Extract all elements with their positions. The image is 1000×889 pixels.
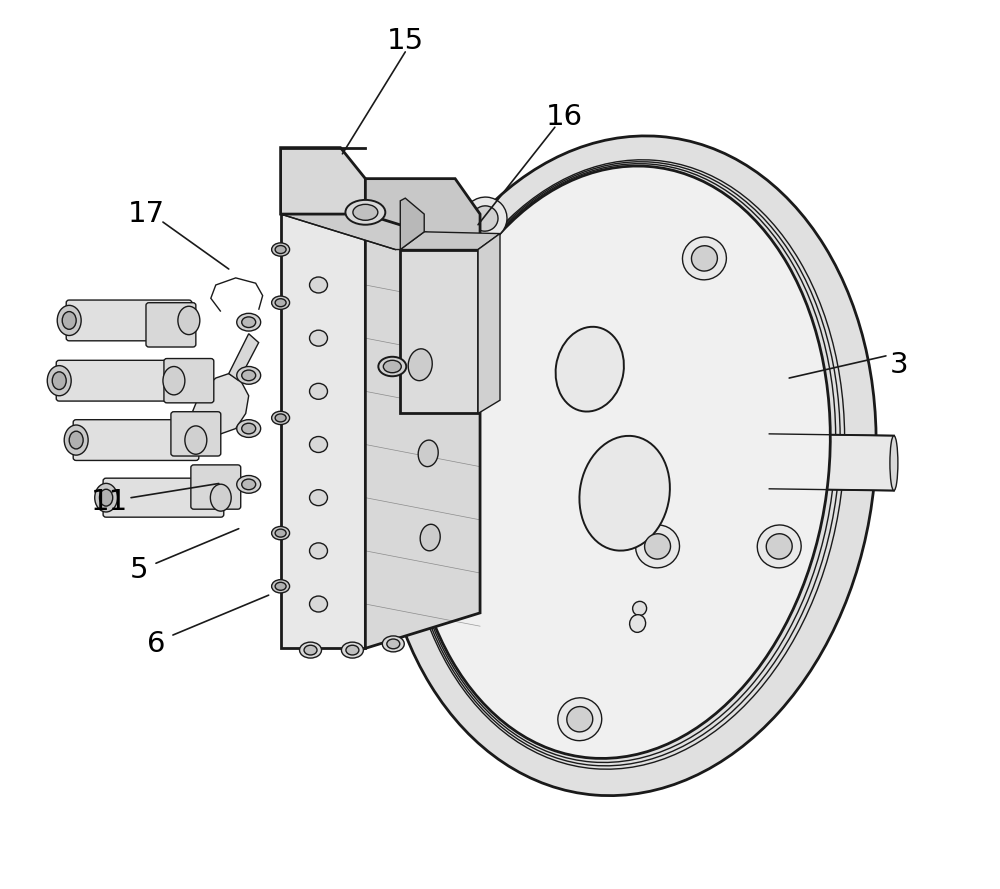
- Ellipse shape: [387, 639, 400, 649]
- Ellipse shape: [242, 370, 256, 380]
- Ellipse shape: [383, 360, 401, 372]
- Ellipse shape: [567, 707, 593, 732]
- Text: 11: 11: [90, 488, 128, 517]
- Polygon shape: [281, 148, 365, 214]
- Polygon shape: [229, 333, 259, 380]
- Ellipse shape: [691, 245, 717, 271]
- Ellipse shape: [766, 533, 792, 559]
- Ellipse shape: [346, 645, 359, 655]
- Polygon shape: [193, 373, 249, 434]
- Ellipse shape: [682, 237, 726, 280]
- Polygon shape: [400, 232, 500, 250]
- Text: 6: 6: [147, 630, 165, 658]
- Ellipse shape: [341, 642, 363, 658]
- Ellipse shape: [558, 698, 602, 741]
- FancyBboxPatch shape: [164, 358, 214, 403]
- Ellipse shape: [237, 476, 261, 493]
- Polygon shape: [281, 214, 365, 648]
- Circle shape: [310, 490, 327, 506]
- Circle shape: [310, 596, 327, 612]
- Ellipse shape: [345, 200, 385, 225]
- Circle shape: [310, 330, 327, 346]
- Ellipse shape: [645, 533, 671, 559]
- Ellipse shape: [69, 431, 83, 449]
- Text: 17: 17: [127, 200, 165, 228]
- Ellipse shape: [99, 489, 113, 506]
- Ellipse shape: [890, 436, 898, 491]
- Ellipse shape: [304, 645, 317, 655]
- Ellipse shape: [275, 529, 286, 537]
- Ellipse shape: [353, 204, 378, 220]
- Ellipse shape: [420, 525, 440, 551]
- Ellipse shape: [237, 313, 261, 331]
- Ellipse shape: [275, 582, 286, 590]
- Ellipse shape: [47, 365, 71, 396]
- Ellipse shape: [275, 299, 286, 307]
- Ellipse shape: [418, 440, 438, 467]
- FancyBboxPatch shape: [171, 412, 221, 456]
- Ellipse shape: [272, 243, 290, 256]
- Ellipse shape: [242, 423, 256, 434]
- Ellipse shape: [237, 366, 261, 384]
- Ellipse shape: [409, 166, 830, 758]
- Ellipse shape: [242, 316, 256, 327]
- Circle shape: [310, 436, 327, 453]
- Text: 16: 16: [546, 102, 583, 131]
- Circle shape: [310, 277, 327, 293]
- Ellipse shape: [379, 136, 876, 796]
- Text: 3: 3: [890, 351, 908, 379]
- Circle shape: [310, 383, 327, 399]
- Ellipse shape: [178, 306, 200, 334]
- Ellipse shape: [579, 436, 670, 550]
- FancyBboxPatch shape: [191, 465, 241, 509]
- Ellipse shape: [382, 636, 404, 652]
- Ellipse shape: [95, 484, 117, 512]
- Ellipse shape: [636, 525, 680, 568]
- Ellipse shape: [64, 425, 88, 455]
- Text: 15: 15: [387, 28, 424, 55]
- Ellipse shape: [275, 245, 286, 253]
- Polygon shape: [400, 198, 424, 250]
- Ellipse shape: [472, 206, 498, 231]
- Polygon shape: [478, 234, 500, 413]
- Ellipse shape: [556, 327, 624, 412]
- Ellipse shape: [408, 348, 432, 380]
- Ellipse shape: [57, 305, 81, 335]
- Polygon shape: [769, 434, 894, 491]
- Polygon shape: [400, 250, 478, 413]
- Text: 5: 5: [130, 557, 148, 584]
- Ellipse shape: [757, 525, 801, 568]
- Ellipse shape: [300, 642, 321, 658]
- Ellipse shape: [272, 296, 290, 309]
- Ellipse shape: [210, 485, 231, 511]
- Ellipse shape: [62, 311, 76, 329]
- Ellipse shape: [272, 580, 290, 593]
- Ellipse shape: [630, 614, 646, 632]
- FancyBboxPatch shape: [103, 478, 224, 517]
- Circle shape: [310, 543, 327, 559]
- Polygon shape: [365, 214, 480, 648]
- Ellipse shape: [52, 372, 66, 389]
- Ellipse shape: [242, 479, 256, 490]
- Ellipse shape: [272, 526, 290, 540]
- Ellipse shape: [275, 414, 286, 422]
- Ellipse shape: [463, 197, 507, 240]
- FancyBboxPatch shape: [56, 360, 177, 401]
- Ellipse shape: [237, 420, 261, 437]
- Polygon shape: [365, 179, 480, 250]
- FancyBboxPatch shape: [66, 300, 192, 340]
- Ellipse shape: [272, 412, 290, 425]
- Ellipse shape: [378, 356, 406, 376]
- Ellipse shape: [633, 601, 647, 615]
- FancyBboxPatch shape: [73, 420, 199, 461]
- Polygon shape: [281, 214, 480, 250]
- Ellipse shape: [163, 366, 185, 395]
- Ellipse shape: [185, 426, 207, 454]
- FancyBboxPatch shape: [146, 302, 196, 347]
